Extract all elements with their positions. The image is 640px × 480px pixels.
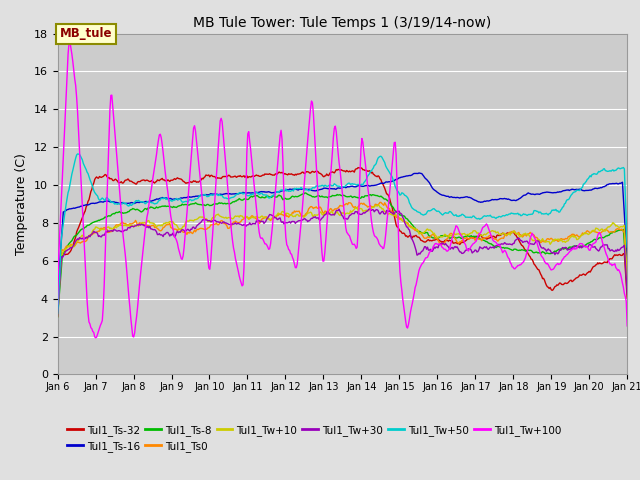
Title: MB Tule Tower: Tule Temps 1 (3/19/14-now): MB Tule Tower: Tule Temps 1 (3/19/14-now… bbox=[193, 16, 492, 30]
Text: MB_tule: MB_tule bbox=[60, 27, 112, 40]
Legend: Tul1_Ts-32, Tul1_Ts-16, Tul1_Ts-8, Tul1_Ts0, Tul1_Tw+10, Tul1_Tw+30, Tul1_Tw+50,: Tul1_Ts-32, Tul1_Ts-16, Tul1_Ts-8, Tul1_… bbox=[63, 420, 566, 456]
Y-axis label: Temperature (C): Temperature (C) bbox=[15, 153, 28, 255]
